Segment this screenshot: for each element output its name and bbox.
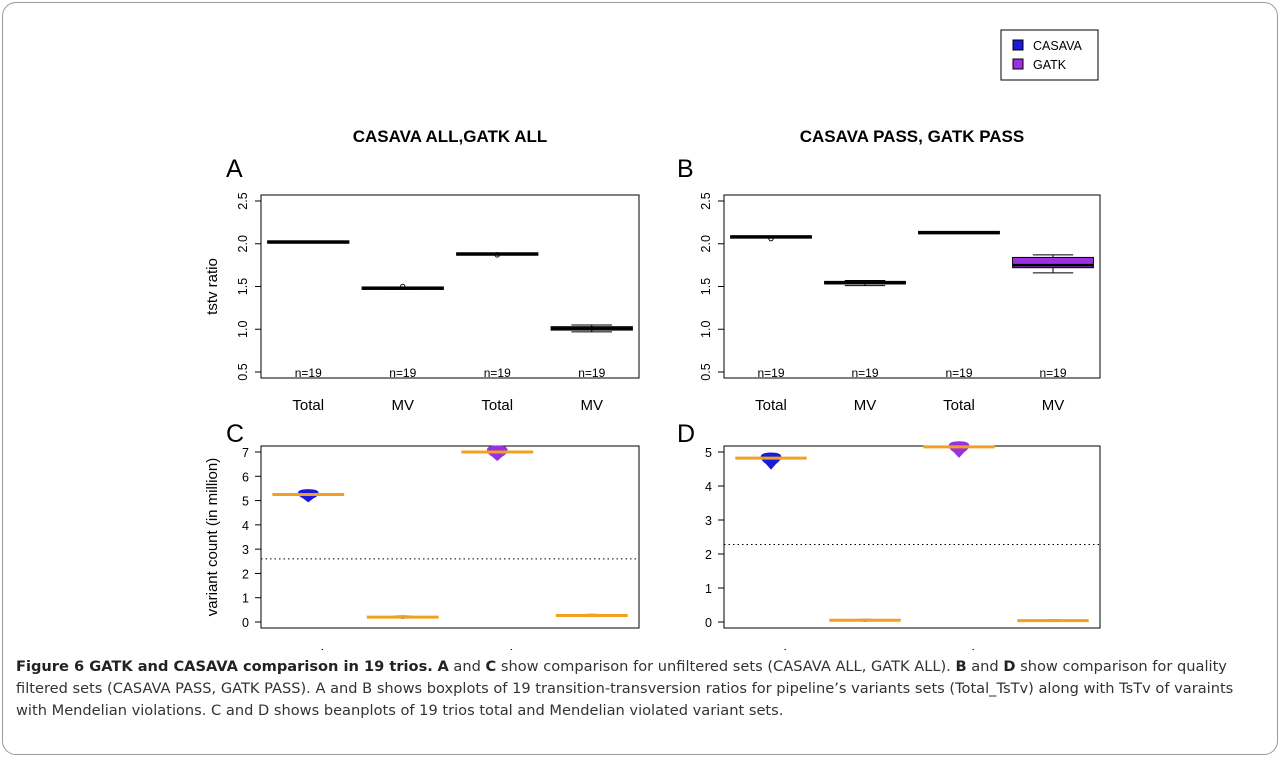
y-tick-label-a: 1.5 — [236, 278, 250, 295]
caption-text-4: show comparison for quality filtered set… — [16, 658, 1234, 719]
caption-text-3: and — [966, 658, 1004, 675]
caption-panel-a-ref: A — [437, 658, 449, 675]
x-category-label-c: MV — [392, 647, 415, 650]
y-tick-label-a: 1.0 — [236, 321, 250, 338]
box-outlier-point — [494, 252, 500, 258]
y-tick-label-b: 1.0 — [699, 321, 713, 338]
caption-text-1: and — [448, 658, 486, 675]
bean-density — [948, 441, 970, 458]
legend-swatch-gatk — [1012, 58, 1024, 70]
caption-figure-label: Figure 6 GATK and CASAVA comparison in 1… — [16, 658, 433, 675]
y-tick-label-c: 4 — [242, 519, 249, 533]
box-outlier-point — [768, 235, 774, 242]
caption-text-2: show comparison for unfiltered sets (CAS… — [496, 658, 956, 675]
y-tick-label-d: 3 — [705, 514, 712, 528]
x-category-label-c: MV — [581, 647, 604, 650]
n-count-label: n=19 — [945, 366, 972, 380]
y-tick-label-c: 2 — [242, 567, 249, 581]
legend-box — [1000, 29, 1099, 81]
panel-letter-c: C — [226, 420, 244, 448]
y-tick-label-a: 0.5 — [236, 363, 250, 380]
x-category-label-b: MV — [854, 397, 877, 414]
plot-frame-a — [260, 194, 640, 379]
column-title-right: CASAVA PASS, GATK PASS — [800, 127, 1025, 146]
x-category-label-b: Total — [755, 397, 787, 414]
panel-letter-b: B — [677, 155, 694, 183]
legend-swatch-casava — [1012, 39, 1024, 51]
x-category-label-c: Total — [292, 647, 324, 650]
figure-caption: Figure 6 GATK and CASAVA comparison in 1… — [16, 656, 1266, 722]
y-tick-label-d: 1 — [705, 582, 712, 596]
y-tick-label-b: 2.5 — [699, 192, 713, 209]
caption-panel-d-ref: D — [1003, 658, 1016, 675]
n-count-label: n=19 — [851, 366, 878, 380]
x-category-label-d: Total — [755, 647, 787, 650]
plot-frame-b — [723, 194, 1101, 379]
panel-c: C 0 1 2 3 4 5 6 7 variant count (in million) Total… — [204, 420, 640, 650]
x-category-label-c: Total — [481, 647, 513, 650]
y-tick-label-d: 5 — [705, 446, 712, 460]
column-title-left: CASAVA ALL,GATK ALL — [353, 127, 548, 146]
box-outlier-point — [400, 283, 406, 290]
x-category-label-a: Total — [292, 397, 324, 414]
panel-d: D 0 1 2 3 4 5 Total MV Total MV — [677, 420, 1101, 650]
n-count-label: n=19 — [757, 366, 784, 380]
x-category-label-b: MV — [1042, 397, 1065, 414]
y-tick-label-a: 2.5 — [236, 192, 250, 209]
x-category-label-d: MV — [854, 647, 877, 650]
x-category-label-b: Total — [943, 397, 975, 414]
figure-plot: CASAVA GATK CASAVA ALL,GATK ALL CASAVA P… — [204, 29, 1101, 650]
panel-b: B 0.5 1.0 1.5 2.0 2.5 Total MV Total MV n=19 n=19 n=… — [677, 155, 1101, 414]
x-category-label-a: MV — [392, 397, 415, 414]
y-tick-label-b: 2.0 — [699, 235, 713, 252]
caption-panel-c-ref: C — [485, 658, 497, 675]
n-count-label: n=19 — [578, 366, 605, 380]
plot-frame-d — [723, 445, 1101, 629]
panel-letter-a: A — [226, 155, 243, 183]
n-count-label: n=19 — [389, 366, 416, 380]
plot-frame-c — [260, 445, 640, 629]
y-tick-label-d: 0 — [705, 616, 712, 630]
caption-panel-b-ref: B — [955, 658, 967, 675]
panel-letter-d: D — [677, 420, 695, 448]
x-category-label-d: Total — [943, 647, 975, 650]
n-count-label: n=19 — [1039, 366, 1066, 380]
bean-density — [760, 452, 782, 470]
n-count-label: n=19 — [484, 366, 511, 380]
y-tick-label-b: 1.5 — [699, 278, 713, 295]
x-category-label-a: Total — [481, 397, 513, 414]
n-count-label: n=19 — [295, 366, 322, 380]
y-axis-label-a: tstv ratio — [204, 258, 221, 315]
legend: CASAVA GATK — [1000, 29, 1099, 81]
y-tick-label-a: 2.0 — [236, 235, 250, 252]
panel-a: A 0.5 1.0 1.5 2.0 2.5 tstv ratio Total MV Total MV… — [204, 155, 640, 414]
y-tick-label-c: 5 — [242, 495, 249, 509]
legend-label-casava: CASAVA — [1033, 39, 1083, 53]
legend-label-gatk: GATK — [1033, 58, 1067, 72]
y-axis-label-c: variant count (in million) — [204, 458, 221, 616]
y-tick-label-c: 6 — [242, 470, 249, 484]
y-tick-label-c: 1 — [242, 592, 249, 606]
y-tick-label-d: 4 — [705, 480, 712, 494]
y-tick-label-c: 7 — [242, 446, 249, 460]
y-tick-label-c: 0 — [242, 616, 249, 630]
y-tick-label-b: 0.5 — [699, 363, 713, 380]
box-body — [1012, 256, 1094, 269]
x-category-label-d: MV — [1042, 647, 1065, 650]
y-tick-label-d: 2 — [705, 548, 712, 562]
y-tick-label-c: 3 — [242, 543, 249, 557]
x-category-label-a: MV — [581, 397, 604, 414]
